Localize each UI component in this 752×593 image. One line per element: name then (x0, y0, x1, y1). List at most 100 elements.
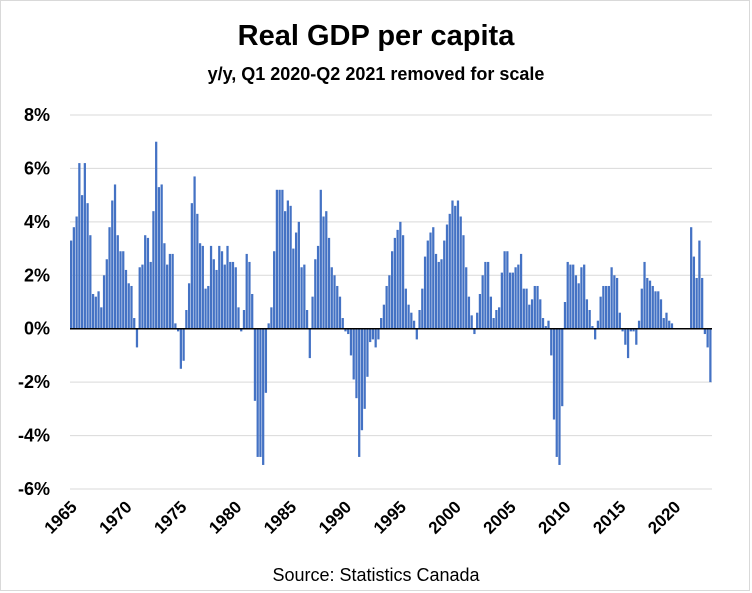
bar-1969-q2 (116, 235, 119, 329)
bar-1994-q3 (393, 237, 396, 329)
bar-1983-q4 (275, 189, 279, 329)
bar-2002-q4 (484, 261, 487, 329)
bar-2023-q1 (706, 328, 709, 348)
bar-1976-q3 (196, 213, 199, 329)
bar-1992-q4 (374, 328, 377, 348)
bar-1978-q3 (218, 245, 221, 329)
bar-1987-q4 (319, 189, 322, 329)
bar-1980-q4 (242, 310, 246, 329)
bar-2015-q1 (618, 312, 621, 329)
bar-2018-q2 (654, 291, 657, 329)
bar-2007-q4 (539, 299, 542, 329)
bar-2014-q1 (607, 285, 610, 329)
bar-1975-q1 (179, 328, 182, 369)
bar-2003-q1 (487, 261, 490, 329)
bar-1968-q3 (108, 227, 111, 329)
bar-2012-q2 (588, 310, 591, 329)
bar-1986-q1 (300, 267, 303, 329)
bar-2011-q1 (574, 275, 578, 329)
bar-2000-q3 (459, 216, 462, 329)
bar-1991-q3 (360, 328, 364, 431)
bar-1979-q1 (223, 264, 226, 329)
bar-1985-q2 (292, 248, 295, 329)
bar-2009-q1 (552, 328, 556, 420)
bar-2000-q2 (456, 200, 460, 329)
bar-1986-q4 (308, 328, 311, 359)
x-tick-label: 1975 (150, 497, 190, 537)
bar-1967-q1 (91, 293, 95, 329)
bar-1984-q1 (278, 189, 281, 329)
bar-1985-q1 (289, 205, 292, 329)
y-tick-label: 8% (24, 105, 50, 125)
bar-1984-q3 (284, 211, 287, 329)
bar-1991-q4 (363, 328, 366, 409)
bar-1973-q2 (160, 184, 163, 329)
bar-1984-q2 (281, 189, 284, 329)
bar-1970-q2 (127, 283, 130, 329)
bar-2013-q3 (602, 285, 605, 329)
x-tick-label: 2000 (425, 497, 465, 537)
bar-2010-q3 (569, 264, 572, 329)
bar-1997-q2 (423, 256, 427, 329)
bar-1987-q2 (314, 259, 317, 329)
bar-1988-q3 (327, 237, 331, 329)
bar-1965-q4 (78, 163, 81, 329)
bar-2019-q3 (668, 320, 671, 329)
bar-1990-q1 (344, 328, 347, 332)
bar-2017-q3 (646, 277, 649, 329)
y-tick-label: -2% (18, 372, 50, 392)
bar-1983-q1 (267, 323, 270, 329)
bar-1988-q4 (330, 267, 333, 329)
bar-1993-q4 (385, 285, 388, 329)
bar-2009-q2 (555, 328, 558, 457)
bar-1981-q4 (253, 328, 257, 401)
bar-1979-q3 (229, 261, 232, 329)
bar-2000-q4 (462, 235, 465, 329)
bar-2001-q3 (470, 315, 473, 329)
x-tick-label: 1995 (370, 497, 410, 537)
bar-1998-q4 (440, 259, 443, 329)
bar-2022-q2 (698, 240, 701, 329)
y-tick-label: -4% (18, 426, 50, 446)
bar-1992-q3 (371, 328, 375, 340)
bar-1980-q3 (240, 328, 243, 332)
bar-2018-q3 (657, 291, 660, 329)
bar-1995-q4 (407, 304, 410, 329)
bar-1976-q1 (190, 203, 193, 329)
bar-1995-q3 (404, 288, 407, 329)
bar-2022-q4 (703, 328, 707, 335)
chart-title: Real GDP per capita (237, 20, 515, 52)
bar-2004-q2 (500, 272, 503, 329)
bar-2022-q3 (701, 277, 704, 329)
bar-2005-q2 (511, 272, 514, 329)
bar-1974-q1 (168, 253, 172, 329)
bar-1969-q1 (113, 184, 117, 329)
bar-1972-q2 (149, 261, 152, 329)
bar-2001-q2 (467, 296, 471, 329)
bar-1974-q4 (177, 328, 180, 332)
x-tick-label: 2015 (589, 497, 629, 537)
bar-1974-q3 (174, 323, 177, 329)
bar-1982-q1 (256, 328, 259, 457)
bar-2009-q4 (561, 328, 564, 407)
bar-1994-q1 (388, 275, 391, 329)
bar-2017-q2 (643, 261, 646, 329)
bar-1969-q4 (122, 251, 125, 329)
bar-2004-q4 (506, 251, 509, 329)
bar-1996-q4 (418, 310, 421, 329)
y-tick-label: 0% (24, 319, 50, 339)
bar-1991-q1 (355, 328, 358, 399)
x-tick-label: 1990 (315, 497, 355, 537)
bar-2011-q4 (583, 264, 586, 329)
bar-2000-q1 (454, 205, 457, 329)
bar-1997-q1 (421, 288, 424, 329)
bar-2010-q1 (563, 302, 567, 329)
bar-2013-q4 (605, 285, 608, 329)
bar-1978-q2 (215, 269, 218, 329)
bar-2008-q3 (547, 320, 550, 329)
bar-1982-q2 (259, 328, 262, 457)
bar-1993-q3 (382, 304, 386, 329)
bar-1990-q3 (349, 328, 353, 356)
bar-1984-q4 (286, 200, 289, 329)
